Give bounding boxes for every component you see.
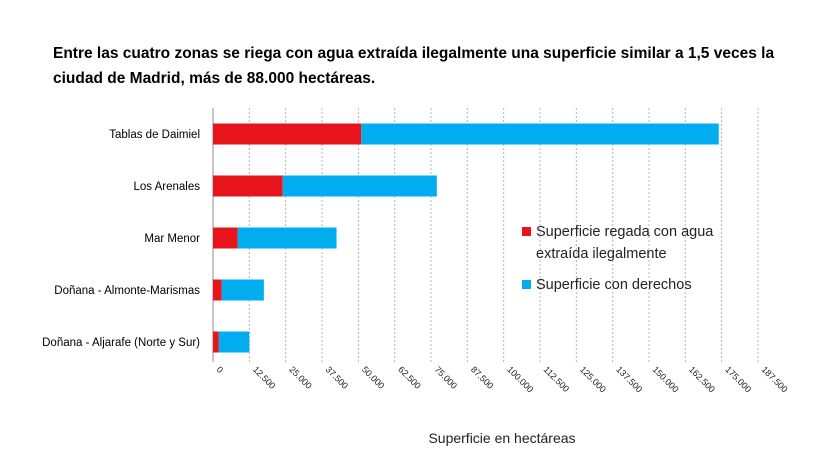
x-tick-label: 12.500 — [251, 364, 278, 391]
x-tick-label: 125.000 — [578, 364, 608, 394]
x-tick-label: 25.000 — [287, 364, 314, 391]
x-tick-labels: 0 12.500 25.000 37.500 50.000 62.500 75.000 87.… — [215, 364, 790, 394]
x-tick-label: 87.500 — [469, 364, 496, 391]
x-tick-label: 37.500 — [324, 364, 351, 391]
category-labels: Tablas de Daimiel Los Arenales Mar Menor Do… — [42, 129, 200, 349]
x-axis-title: Superficie en hectáreas — [428, 430, 575, 446]
x-tick-label: 150.000 — [651, 364, 681, 394]
bar-illegal — [213, 123, 362, 145]
bar-rights — [221, 279, 264, 301]
bar-rights — [361, 123, 719, 145]
x-tick-label: 62.500 — [396, 364, 423, 391]
x-tick-label: 0 — [215, 364, 226, 375]
bar-rights — [237, 227, 337, 249]
legend-swatch-illegal — [522, 227, 531, 236]
x-tick-label: 137.500 — [614, 364, 644, 394]
legend: Superficie regada con agua extraída ilega… — [522, 224, 714, 293]
bar-illegal — [213, 227, 238, 249]
x-tick-label: 187.500 — [760, 364, 790, 394]
x-tick-label: 112.500 — [542, 364, 572, 394]
bars — [213, 123, 719, 353]
bar-rights — [282, 175, 437, 197]
chart-title: Entre las cuatro zonas se riega con agua… — [53, 45, 775, 87]
category-label: Tablas de Daimiel — [109, 129, 200, 141]
category-label: Los Arenales — [134, 181, 201, 193]
bar-illegal — [213, 175, 283, 197]
x-tick-label: 50.000 — [360, 364, 387, 391]
bar-illegal — [213, 331, 219, 353]
legend-label: Superficie con derechos — [536, 277, 692, 293]
bar-illegal — [213, 279, 222, 301]
category-label: Mar Menor — [144, 233, 200, 245]
legend-swatch-rights — [522, 280, 531, 289]
x-tick-label: 100.000 — [505, 364, 535, 394]
category-label: Doñana - Almonte-Marismas — [54, 285, 200, 297]
x-tick-label: 175.000 — [723, 364, 753, 394]
x-tick-label: 162.500 — [687, 364, 717, 394]
legend-label: Superficie regada con agua — [536, 224, 714, 240]
bar-rights — [218, 331, 250, 353]
category-label: Doñana - Aljarafe (Norte y Sur) — [42, 337, 200, 349]
x-tick-label: 75.000 — [433, 364, 460, 391]
legend-label: extraída ilegalmente — [536, 246, 667, 262]
